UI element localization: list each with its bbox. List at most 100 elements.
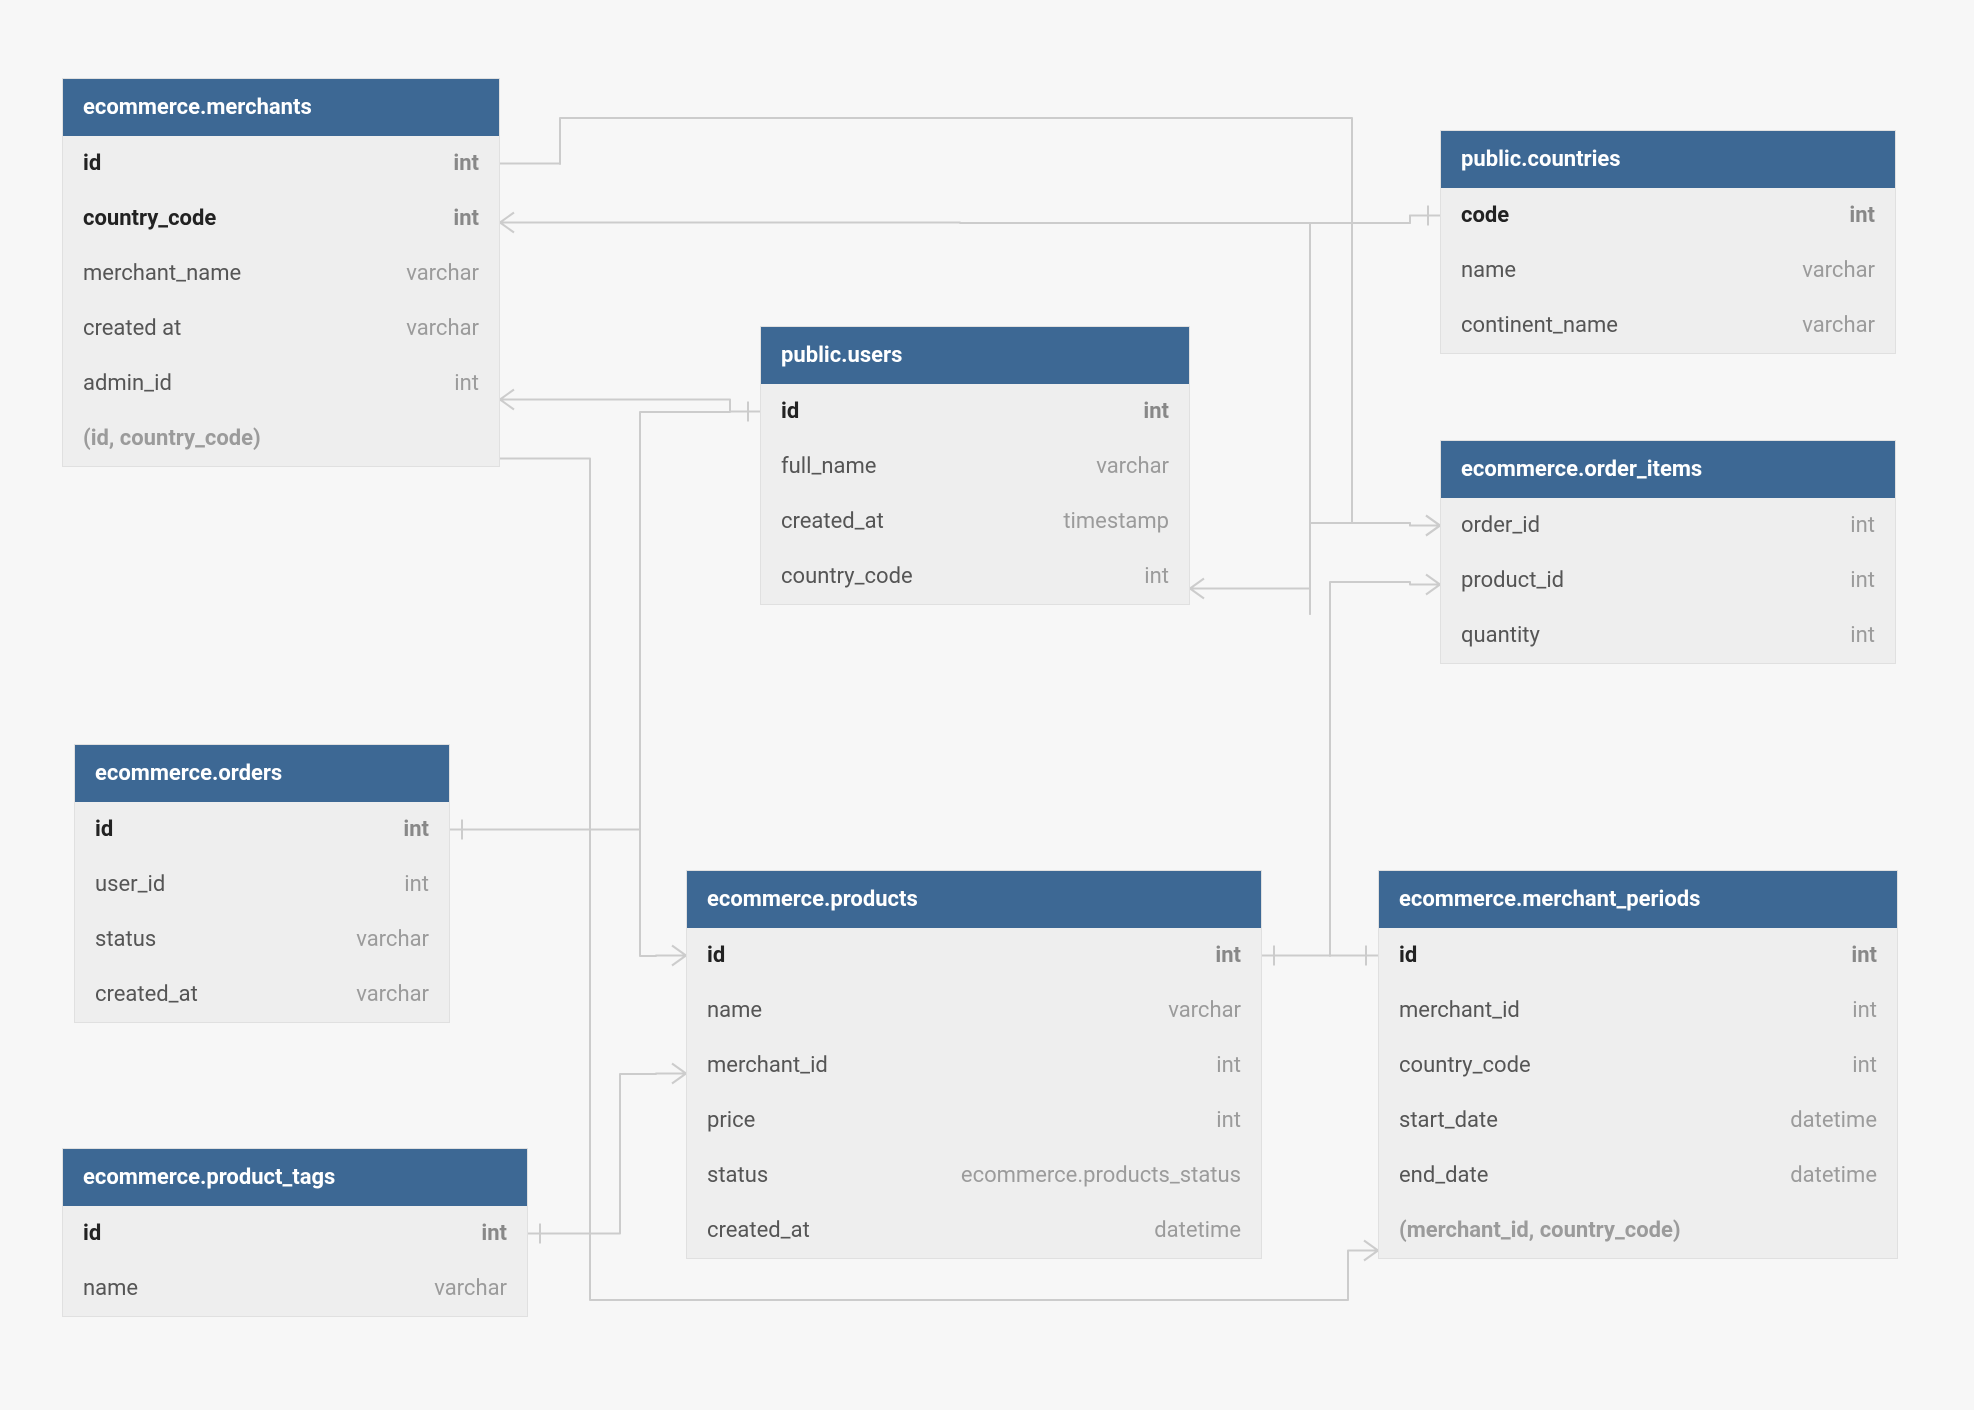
table-row[interactable]: id int xyxy=(75,802,449,857)
table-header[interactable]: public.countries xyxy=(1441,131,1895,188)
table-countries[interactable]: public.countriescodeintnamevarcharcontin… xyxy=(1440,130,1896,354)
column-name: name xyxy=(707,998,762,1023)
table-row[interactable]: order_idint xyxy=(1441,498,1895,553)
column-type: int xyxy=(1852,998,1877,1023)
table-row[interactable]: id int xyxy=(761,384,1189,439)
column-name: created_at xyxy=(781,509,884,534)
column-type: varchar xyxy=(356,982,429,1007)
column-name: id xyxy=(781,399,799,424)
column-type: int xyxy=(1849,203,1875,228)
column-name: name xyxy=(83,1276,138,1301)
er-diagram-canvas: ecommerce.merchantsidintcountry_codeintm… xyxy=(0,0,1974,1410)
table-merchant_periods[interactable]: ecommerce.merchant_periodsidintmerchant_… xyxy=(1378,870,1898,1259)
table-row[interactable]: id int xyxy=(687,928,1261,983)
table-row[interactable]: (id, country_code) xyxy=(63,411,499,466)
column-name: quantity xyxy=(1461,623,1540,648)
column-type: int xyxy=(453,206,479,231)
column-type: varchar xyxy=(434,1276,507,1301)
table-products[interactable]: ecommerce.products id int name varchar mercha… xyxy=(686,870,1262,1259)
column-type: varchar xyxy=(1802,313,1875,338)
table-row[interactable]: country_code int xyxy=(63,191,499,246)
table-row[interactable]: id int xyxy=(1379,928,1897,983)
table-row[interactable]: country_codeint xyxy=(1379,1038,1897,1093)
column-type: int xyxy=(1851,943,1877,968)
table-header[interactable]: ecommerce.merchants xyxy=(63,79,499,136)
column-type: int xyxy=(1850,568,1875,593)
column-name: merchant_id xyxy=(1399,998,1520,1023)
table-header[interactable]: ecommerce.merchant_periods xyxy=(1379,871,1897,928)
column-name: country_code xyxy=(83,206,216,231)
table-header[interactable]: public.users xyxy=(761,327,1189,384)
column-type: varchar xyxy=(406,261,479,286)
column-type: int xyxy=(404,872,429,897)
table-merchants[interactable]: ecommerce.merchantsidint country_code int m… xyxy=(62,78,500,467)
table-orders[interactable]: ecommerce.ordersidintuser_idintstatusvar… xyxy=(74,744,450,1023)
table-header[interactable]: ecommerce.products xyxy=(687,871,1261,928)
table-row[interactable]: merchant_idint xyxy=(687,1038,1261,1093)
column-name: id xyxy=(1399,943,1417,968)
column-type: timestamp xyxy=(1063,509,1169,534)
table-row[interactable]: code int xyxy=(1441,188,1895,243)
column-name: id xyxy=(83,151,101,176)
table-users[interactable]: public.usersidintfull_namevarcharcreated… xyxy=(760,326,1190,605)
column-name: name xyxy=(1461,258,1516,283)
column-type: varchar xyxy=(356,927,429,952)
table-row[interactable]: statusecommerce.products_status xyxy=(687,1148,1261,1203)
column-name: status xyxy=(95,927,156,952)
table-row[interactable]: name varchar xyxy=(687,983,1261,1038)
table-row[interactable]: name varchar xyxy=(1441,243,1895,298)
table-row[interactable]: (merchant_id, country_code) xyxy=(1379,1203,1897,1258)
column-name: created at xyxy=(83,316,181,341)
table-row[interactable]: created_at varchar xyxy=(75,967,449,1022)
column-name: admin_id xyxy=(83,371,172,396)
column-type: int xyxy=(1216,1053,1241,1078)
column-type: int xyxy=(1850,513,1875,538)
table-row[interactable]: created_at datetime xyxy=(687,1203,1261,1258)
column-name: country_code xyxy=(781,564,913,589)
column-type: int xyxy=(1216,1108,1241,1133)
table-header[interactable]: ecommerce.order_items xyxy=(1441,441,1895,498)
table-row[interactable]: merchant_name varchar xyxy=(63,246,499,301)
column-name: id xyxy=(83,1221,101,1246)
column-name: full_name xyxy=(781,454,876,479)
table-order_items[interactable]: ecommerce.order_itemsorder_idintproduct_… xyxy=(1440,440,1896,664)
column-name: continent_name xyxy=(1461,313,1618,338)
column-name: product_id xyxy=(1461,568,1564,593)
column-name: merchant_name xyxy=(83,261,241,286)
column-type: int xyxy=(1144,564,1169,589)
table-row[interactable]: country_code int xyxy=(761,549,1189,604)
table-row[interactable]: start_datedatetime xyxy=(1379,1093,1897,1148)
column-name: created_at xyxy=(95,982,198,1007)
table-row[interactable]: admin_idint xyxy=(63,356,499,411)
column-name: id xyxy=(95,817,113,842)
column-name: code xyxy=(1461,203,1509,228)
table-row[interactable]: end_datedatetime xyxy=(1379,1148,1897,1203)
table-row[interactable]: continent_name varchar xyxy=(1441,298,1895,353)
table-row[interactable]: full_namevarchar xyxy=(761,439,1189,494)
column-type: datetime xyxy=(1154,1218,1241,1243)
table-row[interactable]: created atvarchar xyxy=(63,301,499,356)
column-type: int xyxy=(1852,1053,1877,1078)
column-type: varchar xyxy=(1802,258,1875,283)
table-row[interactable]: name varchar xyxy=(63,1261,527,1316)
table-row[interactable]: id int xyxy=(63,1206,527,1261)
table-row[interactable]: status varchar xyxy=(75,912,449,967)
column-type: ecommerce.products_status xyxy=(961,1163,1241,1188)
column-type: int xyxy=(1215,943,1241,968)
column-type: varchar xyxy=(1168,998,1241,1023)
table-header[interactable]: ecommerce.product_tags xyxy=(63,1149,527,1206)
column-name: created_at xyxy=(707,1218,810,1243)
table-row[interactable]: merchant_id int xyxy=(1379,983,1897,1038)
column-type: int xyxy=(481,1221,507,1246)
column-name: id xyxy=(707,943,725,968)
column-type: int xyxy=(1143,399,1169,424)
table-row[interactable]: quantityint xyxy=(1441,608,1895,663)
column-type: int xyxy=(403,817,429,842)
table-row[interactable]: user_idint xyxy=(75,857,449,912)
table-header[interactable]: ecommerce.orders xyxy=(75,745,449,802)
table-row[interactable]: priceint xyxy=(687,1093,1261,1148)
table-row[interactable]: idint xyxy=(63,136,499,191)
table-row[interactable]: created_at timestamp xyxy=(761,494,1189,549)
table-product_tags[interactable]: ecommerce.product_tagsid int name varchar xyxy=(62,1148,528,1317)
table-row[interactable]: product_id int xyxy=(1441,553,1895,608)
